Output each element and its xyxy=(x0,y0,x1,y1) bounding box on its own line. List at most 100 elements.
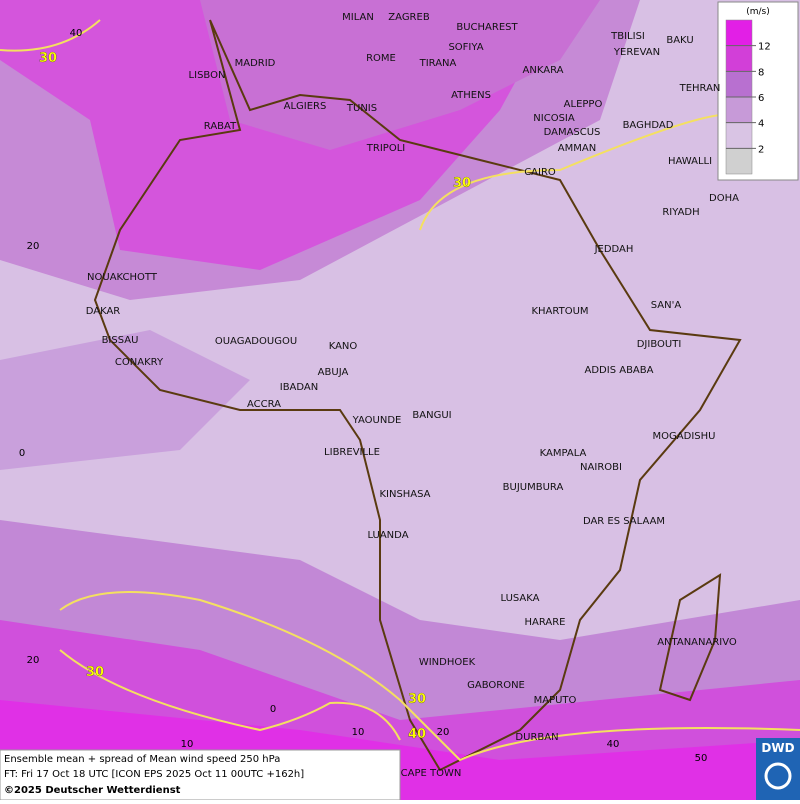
lon-label: 10 xyxy=(352,727,365,738)
contour-label: 40 xyxy=(408,727,426,742)
city-label: NICOSIA xyxy=(533,113,575,124)
footer-box xyxy=(0,749,401,801)
city-label: LUANDA xyxy=(367,530,408,541)
city-label: LUSAKA xyxy=(501,593,540,604)
legend-tick-label: 8 xyxy=(758,67,764,78)
city-label: MAPUTO xyxy=(534,695,577,706)
city-label: MADRID xyxy=(235,58,276,69)
lat-label: 40 xyxy=(70,28,83,39)
city-label: MOGADISHU xyxy=(653,431,716,442)
city-label: IBADAN xyxy=(280,382,319,393)
city-label: AMMAN xyxy=(558,143,596,154)
lat-label: 20 xyxy=(27,655,40,666)
city-label: ADDIS ABABA xyxy=(585,365,654,376)
city-label: BAGHDAD xyxy=(623,120,674,131)
city-label: SAN'A xyxy=(651,300,682,311)
city-label: ALEPPO xyxy=(564,99,603,110)
contour xyxy=(59,591,800,762)
city-label: ZAGREB xyxy=(388,12,430,23)
city-label: ANKARA xyxy=(523,65,564,76)
city-label: ANTANANARIVO xyxy=(657,637,737,648)
city-label: DOHA xyxy=(709,193,739,204)
city-label: ACCRA xyxy=(247,399,281,410)
legend-swatch xyxy=(725,122,753,149)
city-label: ATHENS xyxy=(451,90,491,101)
city-label: KANO xyxy=(329,341,358,352)
city-label: TEHRAN xyxy=(679,83,721,94)
footer-forecast: FT: Fri 17 Oct 18 UTC [ICON EPS 2025 Oct… xyxy=(4,769,304,780)
city-label: KHARTOUM xyxy=(531,306,588,317)
city-label: DAMASCUS xyxy=(544,127,601,138)
lon-label: 20 xyxy=(437,727,450,738)
city-label: JEDDAH xyxy=(594,244,634,255)
city-label: LISBON xyxy=(189,70,226,81)
city-label: YAOUNDE xyxy=(352,415,402,426)
city-label: TIRANA xyxy=(419,58,457,69)
city-label: BUJUMBURA xyxy=(503,482,564,493)
city-label: DAR ES SALAAM xyxy=(583,516,665,527)
legend-swatch xyxy=(725,71,753,98)
legend-tick-label: 12 xyxy=(758,42,771,53)
contour-label: 30 xyxy=(39,51,57,66)
logo-swirl xyxy=(764,762,792,790)
logo xyxy=(756,738,800,800)
city-label: OUAGADOUGOU xyxy=(215,336,297,347)
city-label: TBILISI xyxy=(610,31,645,42)
city-label: ROME xyxy=(366,53,396,64)
footer-copyright: ©2025 Deutscher Wetterdienst xyxy=(4,785,181,796)
city-label: BANGUI xyxy=(412,410,451,421)
logo-text: DWD xyxy=(761,741,794,755)
legend-tick-label: 6 xyxy=(758,93,764,104)
city-label: TUNIS xyxy=(346,103,377,114)
contour xyxy=(0,19,101,52)
city-label: CAIRO xyxy=(524,167,556,178)
city-label: BAKU xyxy=(666,35,693,46)
contour xyxy=(59,649,401,741)
contour xyxy=(419,114,721,231)
lon-label: 0 xyxy=(270,704,276,715)
city-label: DURBAN xyxy=(515,732,558,743)
city-label: BISSAU xyxy=(102,335,139,346)
legend-swatch xyxy=(725,148,753,175)
city-label: KAMPALA xyxy=(540,448,587,459)
contour-label: 30 xyxy=(408,692,426,707)
legend-unit: (m/s) xyxy=(746,7,770,17)
lat-label: 0 xyxy=(19,448,25,459)
city-label: GABORONE xyxy=(467,680,525,691)
city-label: KINSHASA xyxy=(379,489,430,500)
legend-tick-label: 4 xyxy=(758,119,764,130)
contour-label: 30 xyxy=(453,176,471,191)
city-label: ABUJA xyxy=(318,367,349,378)
lon-label: 50 xyxy=(695,753,708,764)
city-label: MILAN xyxy=(342,12,374,23)
city-label: HAWALLI xyxy=(668,156,712,167)
wind-band xyxy=(0,330,250,470)
city-label: DJIBOUTI xyxy=(637,339,682,350)
city-label: TRIPOLI xyxy=(366,143,405,154)
city-label: CAPE TOWN xyxy=(401,768,462,779)
city-label: RIYADH xyxy=(662,207,699,218)
coastline xyxy=(93,19,742,772)
legend-tick-label: 2 xyxy=(758,144,764,155)
city-label: HARARE xyxy=(524,617,565,628)
city-label: DAKAR xyxy=(86,306,121,317)
city-label: BUCHAREST xyxy=(456,22,518,33)
lon-label: 10 xyxy=(181,739,194,750)
legend-swatch xyxy=(725,96,753,123)
wind-band xyxy=(200,0,600,150)
city-label: YEREVAN xyxy=(613,47,660,58)
coastline xyxy=(658,573,722,702)
city-label: RABAT xyxy=(204,121,237,132)
city-label: ALGIERS xyxy=(284,101,327,112)
legend-swatch xyxy=(725,45,753,72)
legend-swatch xyxy=(725,19,753,46)
lat-label: 20 xyxy=(27,241,40,252)
footer-title: Ensemble mean + spread of Mean wind spee… xyxy=(4,754,280,765)
lon-label: 40 xyxy=(607,739,620,750)
city-label: NAIROBI xyxy=(580,462,622,473)
city-label: SOFIYA xyxy=(448,42,483,53)
contour-label: 30 xyxy=(86,665,104,680)
city-label: WINDHOEK xyxy=(419,657,476,668)
city-label: CONAKRY xyxy=(115,357,164,368)
